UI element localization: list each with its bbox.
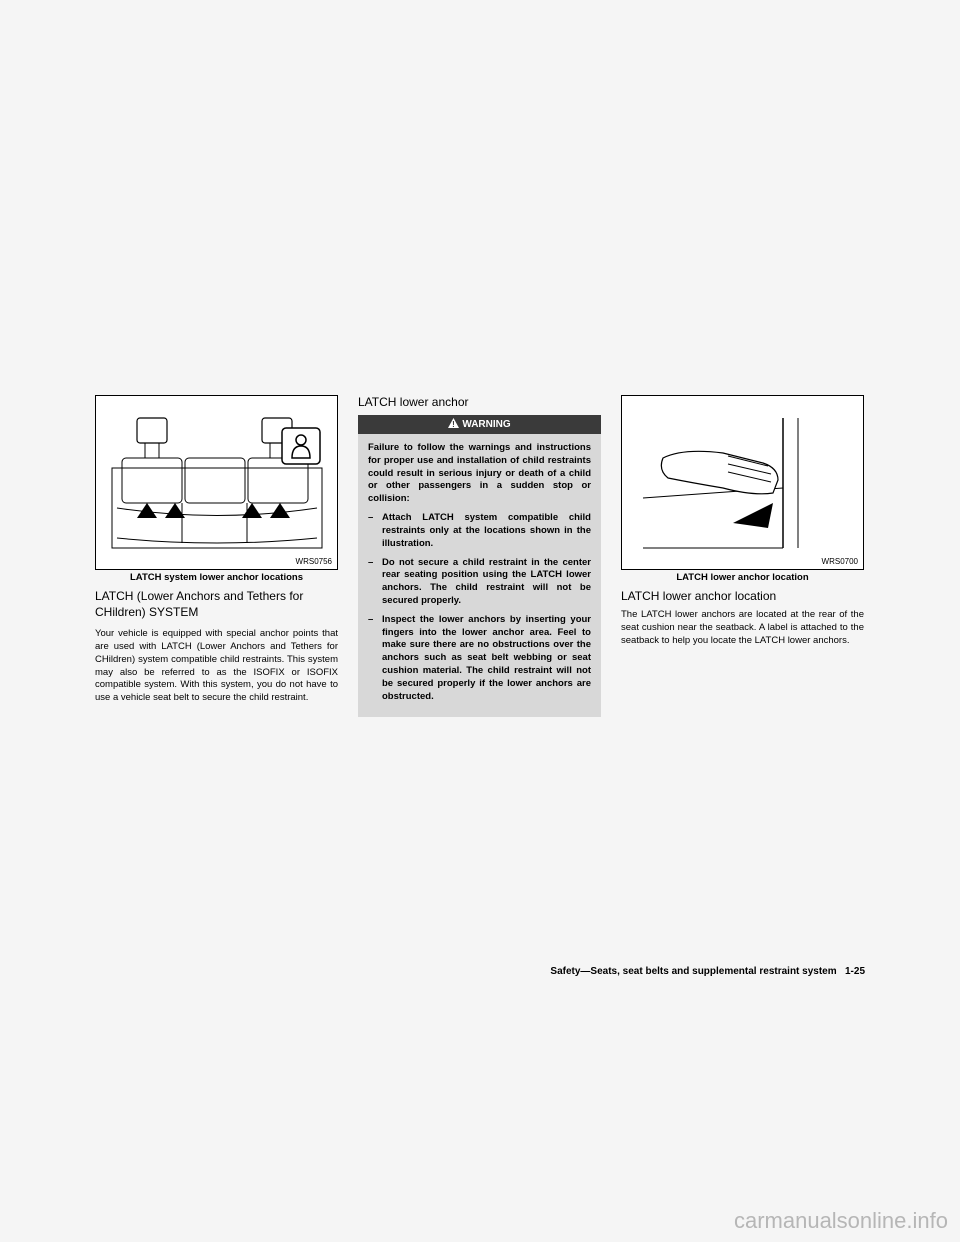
warning-item: Do not secure a child restraint in the c… <box>382 557 591 608</box>
svg-text:!: ! <box>452 420 455 428</box>
figure-caption: LATCH system lower anchor locations <box>95 572 338 583</box>
body-paragraph: Your vehicle is equipped with special an… <box>95 628 338 705</box>
page-content: WRS0756 LATCH system lower anchor locati… <box>95 395 865 717</box>
footer-page-number: 1-25 <box>845 966 865 977</box>
warning-list: Attach LATCH system compatible child res… <box>368 512 591 703</box>
figure-code: WRS0700 <box>822 557 858 566</box>
figure-latch-locations: WRS0756 <box>95 395 338 570</box>
hand-anchor-illustration-icon <box>633 408 853 558</box>
seat-illustration-icon <box>107 408 327 558</box>
column-1: WRS0756 LATCH system lower anchor locati… <box>95 395 338 717</box>
figure-code: WRS0756 <box>296 557 332 566</box>
section-heading: LATCH (Lower Anchors and Tethers for CHi… <box>95 589 338 620</box>
warning-triangle-icon: ! <box>448 418 459 431</box>
subheading: LATCH lower anchor <box>358 395 601 409</box>
figure-caption: LATCH lower anchor location <box>621 572 864 583</box>
subheading: LATCH lower anchor location <box>621 589 864 603</box>
figure-anchor-location: WRS0700 <box>621 395 864 570</box>
warning-item: Attach LATCH system compatible child res… <box>382 512 591 550</box>
column-2: LATCH lower anchor ! WARNING Failure to … <box>358 395 601 717</box>
warning-label: WARNING <box>462 419 510 430</box>
warning-banner: ! WARNING <box>358 415 601 434</box>
warning-intro: Failure to follow the warnings and instr… <box>368 442 591 506</box>
body-paragraph: The LATCH lower anchors are located at t… <box>621 609 864 647</box>
page-footer: Safety—Seats, seat belts and supplementa… <box>550 966 865 977</box>
warning-body: Failure to follow the warnings and instr… <box>358 434 601 717</box>
footer-section: Safety—Seats, seat belts and supplementa… <box>550 966 836 977</box>
column-3: WRS0700 LATCH lower anchor location LATC… <box>621 395 864 717</box>
watermark: carmanualsonline.info <box>734 1208 948 1234</box>
warning-item: Inspect the lower anchors by inserting y… <box>382 614 591 704</box>
